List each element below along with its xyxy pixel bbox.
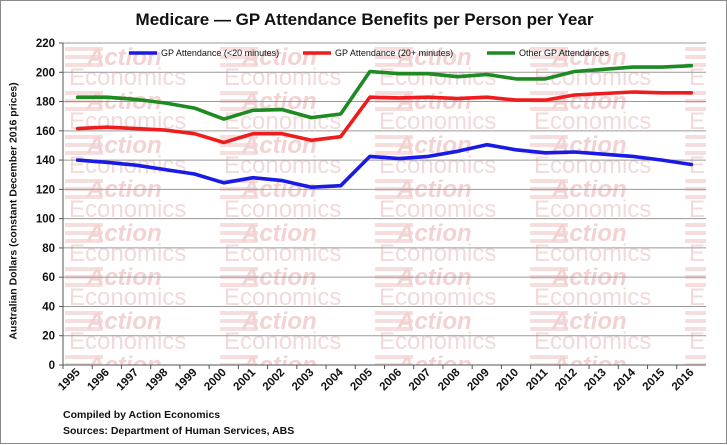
y-axis-label: Australian Dollars (constant December 20… <box>8 82 20 339</box>
x-tick-label: 2009 <box>465 367 492 394</box>
watermark-stripe <box>685 47 723 51</box>
watermark-text-economics: Economics <box>379 240 496 267</box>
x-tick-label: 2016 <box>670 367 697 394</box>
y-tick-label: 120 <box>36 184 55 196</box>
watermark-stripe <box>685 231 723 235</box>
watermark-text-economics: Economics <box>689 240 727 267</box>
x-tick-label: 2010 <box>495 367 522 394</box>
watermark-stripe <box>685 55 723 59</box>
x-tick-label: 2008 <box>436 366 463 393</box>
y-tick-label: 40 <box>42 301 55 313</box>
watermark-text-economics: Economics <box>224 240 341 267</box>
watermark-text-action: Action <box>706 352 727 379</box>
watermark-text-economics: Economics <box>689 328 727 355</box>
watermark-text-economics: Economics <box>224 328 341 355</box>
x-tick-label: 2011 <box>524 366 551 393</box>
y-tick-label: 200 <box>36 67 55 79</box>
chart-title: Medicare — GP Attendance Benefits per Pe… <box>1 10 727 30</box>
watermark-text-economics: Economics <box>69 240 186 267</box>
watermark-text-action: Action <box>706 44 727 71</box>
x-tick-label: 1999 <box>173 367 200 394</box>
legend: GP Attendance (<20 minutes) GP Attendance… <box>129 48 609 58</box>
footnotes: Compiled by Action Economics Sources: De… <box>63 407 294 439</box>
watermark-stripe <box>685 223 723 227</box>
watermark-text-economics: Economics <box>534 328 651 355</box>
y-tick-label: 220 <box>36 38 55 50</box>
legend-label-2: GP Attendance (20+ minutes) <box>335 48 453 58</box>
y-tick-label: 180 <box>36 97 55 109</box>
sources-note: Sources: Department of Human Services, A… <box>63 423 294 439</box>
watermark-stripe <box>685 311 723 315</box>
watermark-stripe <box>685 179 723 183</box>
watermark-stripe <box>685 267 723 271</box>
y-tick-label: 100 <box>36 214 55 226</box>
legend-label-3: Other GP Attendances <box>519 48 609 58</box>
x-tick-label: 2005 <box>348 366 375 393</box>
x-tick-label: 2007 <box>407 367 434 394</box>
watermark-text-economics: Economics <box>379 64 496 91</box>
watermark-stripe <box>685 355 723 359</box>
x-tick-label: 2003 <box>290 367 317 394</box>
x-tick-label: 1998 <box>144 366 171 393</box>
watermark-stripe <box>685 319 723 323</box>
x-tick-label: 1997 <box>115 367 142 394</box>
y-tick-label: 0 <box>49 360 55 372</box>
watermark-text-action: Action <box>706 176 727 203</box>
watermark-text-action: Action <box>706 88 727 115</box>
x-tick-label: 2004 <box>319 366 346 393</box>
watermark-text-action: Action <box>706 264 727 291</box>
x-tick-label: 2006 <box>378 367 405 394</box>
x-tick-label: 2002 <box>261 367 288 394</box>
y-tick-label: 80 <box>42 243 55 255</box>
watermark-text-economics: Economics <box>69 64 186 91</box>
watermark-text-economics: Economics <box>379 328 496 355</box>
y-tick-label: 60 <box>42 272 55 284</box>
watermark-stripe <box>685 135 723 139</box>
legend-label-1: GP Attendance (<20 minutes) <box>161 48 279 58</box>
watermark-text-action: Action <box>706 132 727 159</box>
watermark-text-economics: Economics <box>224 64 341 91</box>
y-axis-label-container: Australian Dollars (constant December 20… <box>2 56 26 366</box>
watermark-text-economics: Economics <box>69 328 186 355</box>
watermark-text-action: Action <box>706 308 727 335</box>
x-tick-label: 2014 <box>611 366 638 393</box>
watermark-text-economics: Economics <box>534 240 651 267</box>
x-tick-label: 1996 <box>85 367 112 394</box>
y-tick-label: 140 <box>36 155 55 167</box>
x-tick-label: 2013 <box>582 367 609 394</box>
watermark-text-action: Action <box>706 220 727 247</box>
x-tick-label: 1995 <box>56 366 83 393</box>
y-tick-label: 20 <box>42 331 55 343</box>
x-tick-label: 2000 <box>202 367 229 394</box>
watermark-stripe <box>685 99 723 103</box>
y-tick-label: 160 <box>36 126 55 138</box>
watermark-stripe <box>685 143 723 147</box>
watermark-text-economics: Economics <box>224 152 341 179</box>
x-tick-label: 2015 <box>641 366 668 393</box>
compiled-by-note: Compiled by Action Economics <box>63 407 294 423</box>
x-tick-label: 2012 <box>553 367 580 394</box>
watermark-text-economics: Economics <box>689 152 727 179</box>
x-tick-label: 2001 <box>232 366 259 393</box>
watermark-text-economics: Economics <box>689 64 727 91</box>
